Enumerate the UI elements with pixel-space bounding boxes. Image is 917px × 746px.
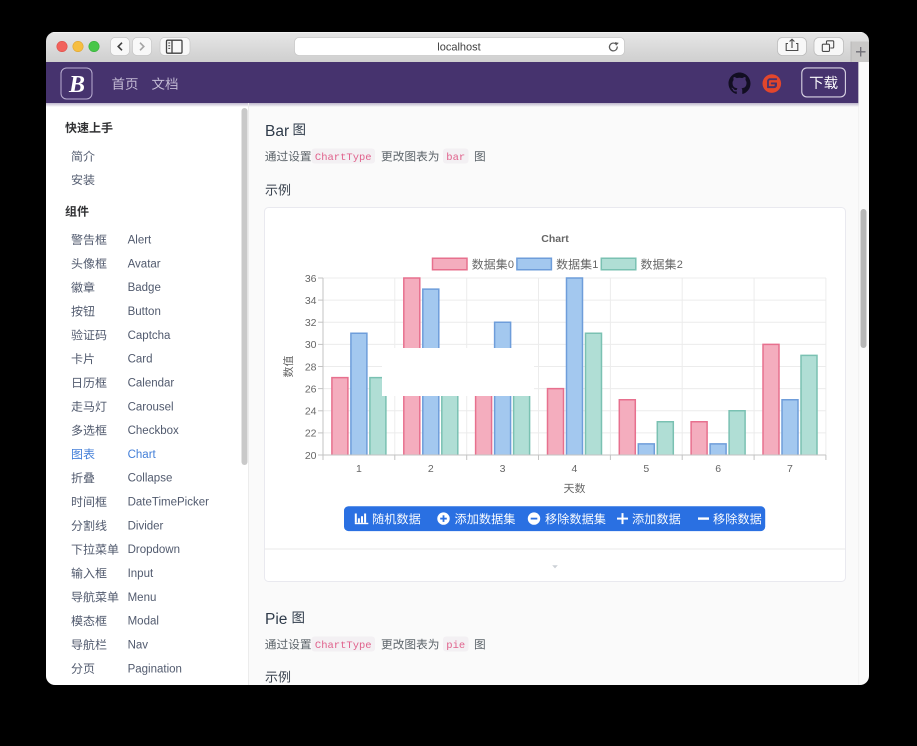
svg-text:4: 4 <box>572 463 578 475</box>
svg-text:28: 28 <box>305 361 317 373</box>
svg-text:Calendar: Calendar <box>128 377 175 389</box>
svg-text:Pie: Pie <box>265 611 287 628</box>
svg-text:6: 6 <box>715 463 721 475</box>
svg-text:1: 1 <box>592 259 598 271</box>
svg-text:Avatar: Avatar <box>128 258 161 270</box>
svg-text:Captcha: Captcha <box>128 330 171 342</box>
svg-text:Pagination: Pagination <box>128 663 182 675</box>
svg-text:Chart: Chart <box>128 449 157 461</box>
svg-text:3: 3 <box>500 463 506 475</box>
svg-text:Chart: Chart <box>541 233 569 245</box>
svg-text:Divider: Divider <box>128 520 164 532</box>
svg-text:Checkbox: Checkbox <box>128 425 179 437</box>
svg-text:B: B <box>68 72 85 98</box>
svg-text:30: 30 <box>305 339 317 351</box>
svg-text:34: 34 <box>305 295 317 307</box>
svg-text:Carousel: Carousel <box>128 401 174 413</box>
svg-text:Alert: Alert <box>128 235 152 247</box>
svg-text:pie: pie <box>446 640 465 652</box>
svg-text:36: 36 <box>305 273 317 285</box>
svg-text:24: 24 <box>305 406 317 418</box>
svg-text:localhost: localhost <box>437 41 480 53</box>
svg-text:bar: bar <box>446 152 465 164</box>
svg-text:26: 26 <box>305 383 317 395</box>
svg-text:Nav: Nav <box>128 639 149 651</box>
svg-text:Input: Input <box>128 568 154 580</box>
svg-text:22: 22 <box>305 428 317 440</box>
svg-text:Bar: Bar <box>265 123 289 140</box>
svg-text:Button: Button <box>128 306 161 318</box>
svg-text:5: 5 <box>643 463 649 475</box>
svg-text:32: 32 <box>305 317 317 329</box>
svg-text:Menu: Menu <box>128 592 157 604</box>
svg-text:ChartType: ChartType <box>315 640 372 652</box>
svg-text:20: 20 <box>305 450 317 462</box>
svg-text:Card: Card <box>128 354 153 366</box>
svg-text:2: 2 <box>428 463 434 475</box>
svg-text:7: 7 <box>787 463 793 475</box>
svg-text:ChartType: ChartType <box>315 152 372 164</box>
svg-text:2: 2 <box>677 259 683 271</box>
svg-text:Dropdown: Dropdown <box>128 544 180 556</box>
svg-text:Collapse: Collapse <box>128 473 173 485</box>
svg-text:Modal: Modal <box>128 616 159 628</box>
svg-text:DateTimePicker: DateTimePicker <box>128 497 210 509</box>
svg-text:Badge: Badge <box>128 282 161 294</box>
svg-text:0: 0 <box>508 259 514 271</box>
svg-text:1: 1 <box>356 463 362 475</box>
